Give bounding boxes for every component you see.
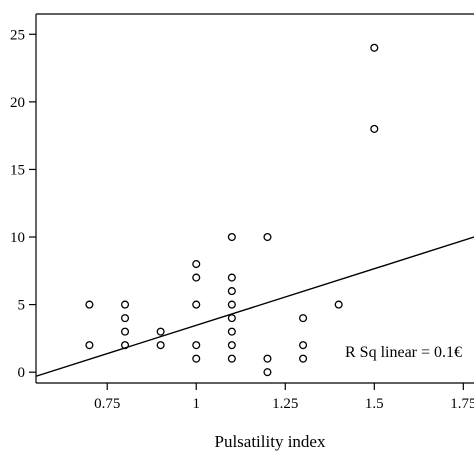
data-point bbox=[263, 354, 272, 363]
data-point bbox=[85, 300, 94, 309]
y-tick-label: 15 bbox=[10, 162, 25, 178]
y-tick-label: 5 bbox=[18, 298, 26, 314]
x-axis-ticks: 0.75 1 1.25 1.5 1.75 bbox=[94, 383, 474, 412]
data-point bbox=[227, 273, 236, 282]
plot-frame bbox=[35, 13, 474, 384]
data-point bbox=[192, 300, 201, 309]
regression-line-group bbox=[35, 236, 474, 377]
y-tick-label: 25 bbox=[10, 27, 25, 43]
x-tick-label: 1 bbox=[192, 396, 200, 412]
data-point bbox=[370, 43, 379, 52]
x-tick-label: 1.5 bbox=[365, 396, 384, 412]
data-point bbox=[192, 341, 201, 350]
data-point bbox=[227, 287, 236, 296]
x-tick-label: 1.75 bbox=[450, 396, 474, 412]
x-axis-title: Pulsatility index bbox=[215, 432, 326, 451]
data-point bbox=[227, 354, 236, 363]
data-point bbox=[299, 314, 308, 323]
y-axis-ticks: 0 5 10 15 20 25 bbox=[10, 27, 36, 381]
data-point bbox=[299, 341, 308, 350]
x-tick-label: 1.25 bbox=[272, 396, 298, 412]
data-point bbox=[192, 354, 201, 363]
data-point bbox=[334, 300, 343, 309]
x-tick-label: 0.75 bbox=[94, 396, 120, 412]
data-point bbox=[156, 341, 165, 350]
r-squared-annotation: R Sq linear = 0.1€ bbox=[345, 344, 462, 361]
data-point bbox=[299, 354, 308, 363]
data-point bbox=[156, 327, 165, 336]
data-point bbox=[120, 327, 130, 336]
y-tick-label: 20 bbox=[10, 95, 25, 111]
y-tick-label: 10 bbox=[10, 230, 25, 246]
data-point bbox=[227, 341, 236, 350]
data-point bbox=[227, 232, 236, 242]
data-point bbox=[227, 314, 236, 323]
data-point bbox=[85, 341, 94, 350]
data-point bbox=[263, 232, 272, 242]
data-point bbox=[263, 368, 272, 377]
data-point bbox=[120, 300, 130, 309]
data-point bbox=[120, 314, 130, 323]
data-point bbox=[192, 273, 201, 282]
data-point bbox=[227, 300, 236, 309]
y-tick-label: 0 bbox=[18, 365, 26, 381]
data-point bbox=[192, 260, 201, 269]
data-point bbox=[120, 341, 130, 350]
regression-line bbox=[35, 236, 474, 377]
data-points bbox=[85, 43, 379, 377]
data-point bbox=[370, 124, 379, 133]
data-point bbox=[227, 327, 236, 336]
